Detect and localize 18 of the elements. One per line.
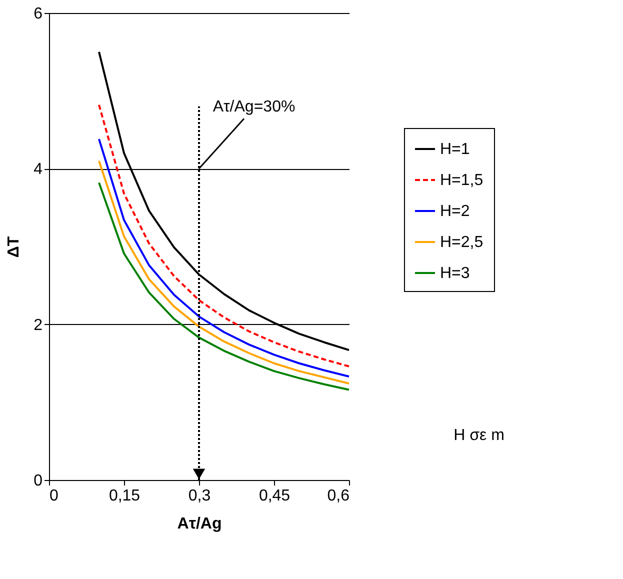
x-tick-label: 0,45	[258, 488, 290, 504]
y-axis-title: ΔT	[6, 236, 23, 258]
y-tick-label: 6	[34, 6, 43, 22]
legend-label: H=2,5	[440, 234, 484, 251]
text: H σε m	[454, 427, 504, 444]
x-tick-label: 0,3	[188, 488, 211, 504]
y-tick-label: 4	[34, 161, 43, 178]
legend-label: H=1,5	[440, 172, 484, 189]
legend-label: H=1	[440, 141, 470, 158]
x-tick-label: 0,6	[327, 488, 350, 504]
x-axis-title: Aτ/Ag	[177, 516, 222, 532]
annotation: Aτ/Ag=30%	[212, 98, 296, 116]
y-tick-label: 2	[34, 316, 43, 334]
legend-label: H=2	[440, 203, 470, 220]
x-tick-label: 0	[50, 488, 58, 504]
legend-label: H=3	[440, 265, 470, 282]
x-tick-label: 0,15	[108, 488, 140, 504]
y-tick-label: 0	[34, 472, 43, 490]
